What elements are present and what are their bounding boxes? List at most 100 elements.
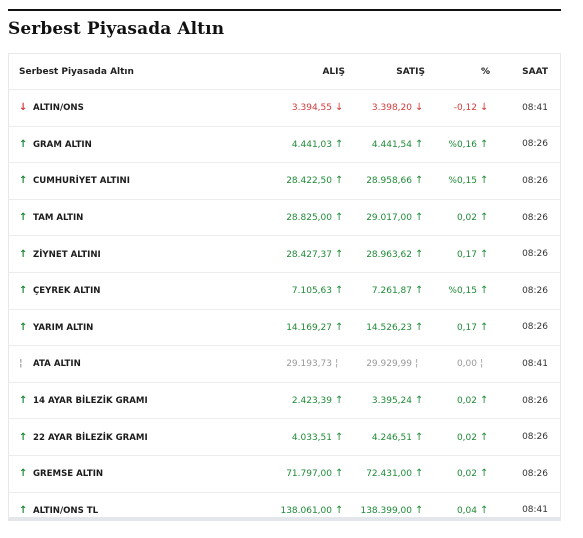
row-time: 08:41 xyxy=(522,505,548,516)
row-percent-cell: 0,02 ↑ xyxy=(425,418,490,456)
row-name-cell[interactable]: ↑ ZİYNET ALTINI xyxy=(9,235,261,273)
arrow-up-icon: ↑ xyxy=(335,138,344,150)
table-row[interactable]: ↑ ÇEYREK ALTIN 7.105,63 ↑ 7.261,87 ↑ %0,15 ↑ 08:… xyxy=(9,272,560,310)
row-sell: 29.017,00 xyxy=(366,213,412,224)
header-time: SAAT xyxy=(490,54,560,90)
table-row[interactable]: ↑ 14 AYAR BİLEZİK GRAMI 2.423,39 ↑ 3.395,24 ↑… xyxy=(9,382,560,420)
row-percent: 0,02 xyxy=(456,432,477,443)
row-name-cell[interactable]: ↑ 22 AYAR BİLEZİK GRAMI xyxy=(9,418,261,456)
table-row[interactable]: ↑ ALTIN/ONS TL 138.061,00 ↑ 138.399,00 ↑ 0,04 ↑… xyxy=(9,492,560,528)
row-name-cell[interactable]: ↑ 14 AYAR BİLEZİK GRAMI xyxy=(9,382,261,420)
arrow-up-icon: ↑ xyxy=(415,248,424,260)
arrow-down-icon: ↓ xyxy=(480,102,489,114)
row-time-cell: 08:26 xyxy=(490,272,560,310)
arrow-up-icon: ↑ xyxy=(335,468,344,480)
table-row[interactable]: ↑ CUMHURİYET ALTINI 28.422,50 ↑ 28.958,66 ↑ %0… xyxy=(9,162,560,200)
table-row[interactable]: ↑ ZİYNET ALTINI 28.427,37 ↑ 28.963,62 ↑ 0,17 ↑ 0… xyxy=(9,235,560,273)
row-buy: 3.394,55 xyxy=(291,103,332,114)
row-buy-cell: 138.061,00 ↑ xyxy=(261,492,345,528)
row-name-cell[interactable]: ↓ ALTIN/ONS xyxy=(9,89,261,127)
row-time: 08:26 xyxy=(522,432,548,443)
row-percent: 0,02 xyxy=(456,213,477,224)
row-percent-cell: %0,15 ↑ xyxy=(425,272,490,310)
table-row[interactable]: ↑ GREMSE ALTIN 71.797,00 ↑ 72.431,00 ↑ 0,02 ↑ 08… xyxy=(9,455,560,493)
arrow-up-icon: ↑ xyxy=(19,212,28,224)
arrow-up-icon: ↑ xyxy=(415,431,424,443)
row-percent: %0,15 xyxy=(448,176,477,187)
arrow-up-icon: ↑ xyxy=(480,395,489,407)
arrow-up-icon: ↑ xyxy=(19,285,28,297)
row-time-cell: 08:26 xyxy=(490,309,560,347)
arrow-up-icon: ↑ xyxy=(415,175,424,187)
row-percent: 0,00 xyxy=(456,359,477,370)
row-name-cell[interactable]: ↑ ÇEYREK ALTIN xyxy=(9,272,261,310)
row-time-cell: 08:26 xyxy=(490,199,560,237)
arrow-up-icon: ↑ xyxy=(415,138,424,150)
table-header-row: Serbest Piyasada Altın ALIŞ SATIŞ % SAAT xyxy=(9,54,560,90)
row-name-cell[interactable]: ↑ TAM ALTIN xyxy=(9,199,261,237)
row-name-cell[interactable]: ↑ CUMHURİYET ALTINI xyxy=(9,162,261,200)
row-sell-cell: 28.963,62 ↑ xyxy=(345,235,425,273)
row-time-cell: 08:26 xyxy=(490,455,560,493)
row-percent-cell: 0,02 ↑ xyxy=(425,382,490,420)
row-percent: 0,17 xyxy=(456,322,477,333)
row-percent-cell: 0,02 ↑ xyxy=(425,455,490,493)
row-percent: 0,04 xyxy=(456,505,477,516)
row-percent: 0,02 xyxy=(456,396,477,407)
arrow-up-icon: ↑ xyxy=(480,321,489,333)
arrow-up-icon: ↑ xyxy=(19,175,28,187)
row-name-cell[interactable]: ↑ GRAM ALTIN xyxy=(9,126,261,164)
row-name: TAM ALTIN xyxy=(33,213,84,224)
arrow-down-icon: ↓ xyxy=(335,102,344,114)
arrow-up-icon: ↑ xyxy=(415,468,424,480)
header-percent: % xyxy=(425,54,490,90)
arrow-up-icon: ↑ xyxy=(415,504,424,516)
arrow-up-icon: ↑ xyxy=(19,431,28,443)
row-time-cell: 08:26 xyxy=(490,162,560,200)
row-name: GREMSE ALTIN xyxy=(33,469,104,480)
table-row[interactable]: ¦ ATA ALTIN 29.193,73 ¦ 29.929,99 ¦ 0,00 ¦ 08:41 xyxy=(9,345,560,383)
row-sell: 29.929,99 xyxy=(366,359,412,370)
row-name-cell[interactable]: ¦ ATA ALTIN xyxy=(9,345,261,383)
arrow-up-icon: ↑ xyxy=(19,395,28,407)
arrow-up-icon: ↑ xyxy=(415,395,424,407)
row-name-cell[interactable]: ↑ YARIM ALTIN xyxy=(9,309,261,347)
gold-prices-table: Serbest Piyasada Altın ALIŞ SATIŞ % SAAT… xyxy=(9,54,560,528)
arrow-up-icon: ↑ xyxy=(335,175,344,187)
table-row[interactable]: ↑ YARIM ALTIN 14.169,27 ↑ 14.526,23 ↑ 0,17 ↑ 08:… xyxy=(9,309,560,347)
row-percent-cell: -0,12 ↓ xyxy=(425,89,490,127)
row-name: 14 AYAR BİLEZİK GRAMI xyxy=(33,396,148,407)
row-sell-cell: 29.929,99 ¦ xyxy=(345,345,425,383)
row-time: 08:41 xyxy=(522,358,548,369)
arrow-up-icon: ↑ xyxy=(335,321,344,333)
row-buy: 71.797,00 xyxy=(286,469,332,480)
row-buy: 138.061,00 xyxy=(280,505,332,516)
arrow-up-icon: ↑ xyxy=(335,285,344,297)
arrow-up-icon: ↑ xyxy=(480,431,489,443)
arrow-up-icon: ↑ xyxy=(480,175,489,187)
arrow-up-icon: ↑ xyxy=(415,321,424,333)
arrow-up-icon: ↑ xyxy=(415,212,424,224)
row-buy-cell: 28.427,37 ↑ xyxy=(261,235,345,273)
table-row[interactable]: ↑ 22 AYAR BİLEZİK GRAMI 4.033,51 ↑ 4.246,51 ↑… xyxy=(9,418,560,456)
arrow-up-icon: ↑ xyxy=(19,138,28,150)
table-row[interactable]: ↓ ALTIN/ONS 3.394,55 ↓ 3.398,20 ↓ -0,12 ↓ 08:41 xyxy=(9,89,560,127)
arrow-up-icon: ↑ xyxy=(19,248,28,260)
table-row[interactable]: ↑ TAM ALTIN 28.825,00 ↑ 29.017,00 ↑ 0,02 ↑ 08:26 xyxy=(9,199,560,237)
row-name: ZİYNET ALTINI xyxy=(33,249,101,260)
table-row[interactable]: ↑ GRAM ALTIN 4.441,03 ↑ 4.441,54 ↑ %0,16 ↑ 08:26 xyxy=(9,126,560,164)
row-name: GRAM ALTIN xyxy=(33,139,92,150)
row-buy: 4.441,03 xyxy=(291,139,332,150)
arrow-up-icon: ↑ xyxy=(480,285,489,297)
header-buy: ALIŞ xyxy=(261,54,345,90)
arrow-up-icon: ↑ xyxy=(480,468,489,480)
row-name-cell[interactable]: ↑ GREMSE ALTIN xyxy=(9,455,261,493)
arrow-flat-icon: ¦ xyxy=(335,358,339,370)
row-name: ALTIN/ONS xyxy=(33,103,84,114)
row-time: 08:26 xyxy=(522,322,548,333)
arrow-flat-icon: ¦ xyxy=(415,358,419,370)
table-body: ↓ ALTIN/ONS 3.394,55 ↓ 3.398,20 ↓ -0,12 ↓ 08:41 ↑… xyxy=(9,89,560,529)
row-name-cell[interactable]: ↑ ALTIN/ONS TL xyxy=(9,492,261,528)
row-time: 08:26 xyxy=(522,175,548,186)
arrow-flat-icon: ¦ xyxy=(19,358,23,370)
